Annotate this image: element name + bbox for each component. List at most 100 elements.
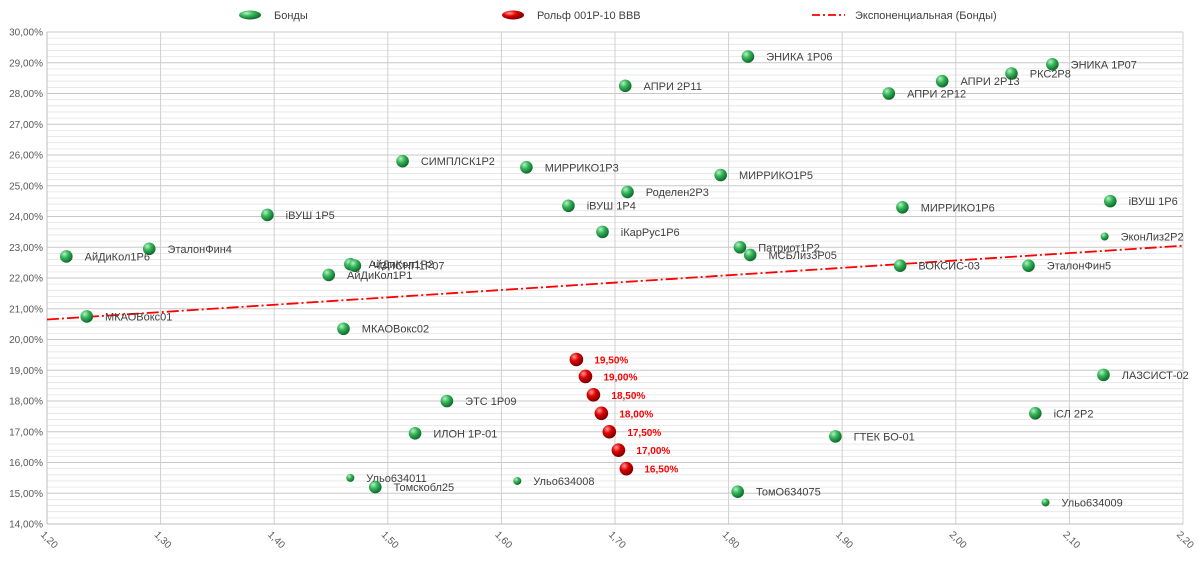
bond-point-label: iВУШ 1Р6 bbox=[1129, 196, 1178, 208]
bond-point-label: ЭталонФин5 bbox=[1047, 261, 1111, 273]
y-tick-label: 17,00% bbox=[9, 427, 43, 438]
bond-point bbox=[1022, 259, 1035, 273]
bond-point-label: АПРИ 2Р12 bbox=[907, 89, 966, 101]
rolf-point-label: 17,00% bbox=[636, 446, 670, 457]
y-tick-label: 20,00% bbox=[9, 335, 43, 346]
bond-point-label: ВОКСИС-03 bbox=[918, 261, 980, 273]
chart-legend: Бонды Рольф 001P-10 BBB Экспоненциальная (… bbox=[239, 10, 997, 22]
bond-point-label: ГТЕК БО-01 bbox=[854, 431, 915, 443]
y-tick-label: 21,00% bbox=[9, 304, 43, 315]
x-tick-label: 1,60 bbox=[492, 529, 514, 551]
rolf-point-label: 19,00% bbox=[603, 372, 637, 383]
bond-point bbox=[731, 485, 744, 499]
bond-point bbox=[893, 259, 907, 273]
x-tick-label: 1,30 bbox=[152, 529, 174, 551]
x-tick-label: 1,80 bbox=[720, 529, 742, 551]
bond-point bbox=[621, 185, 634, 199]
rolf-point bbox=[611, 443, 626, 458]
bond-point bbox=[80, 310, 94, 323]
bond-point bbox=[829, 430, 842, 443]
bond-point bbox=[1046, 57, 1059, 71]
y-tick-label: 28,00% bbox=[9, 89, 43, 100]
bond-point-label: АйДиКол1Р6 bbox=[85, 251, 150, 263]
bond-point bbox=[1097, 368, 1110, 382]
bond-point bbox=[741, 50, 755, 63]
trendline-exponential bbox=[46, 244, 1184, 321]
y-tick-label: 15,00% bbox=[9, 489, 43, 500]
y-tick-label: 25,00% bbox=[9, 181, 43, 192]
y-tick-label: 22,00% bbox=[9, 274, 43, 285]
bond-point-label: ЭконЛиз2Р2 bbox=[1121, 231, 1184, 243]
data-points bbox=[60, 50, 1117, 507]
bond-point-label: МСБЛиз3Р05 bbox=[768, 250, 836, 262]
bond-point-label: ТомО634075 bbox=[756, 487, 821, 499]
bond-point bbox=[348, 259, 362, 273]
legend-label: Экспоненциальная (Бонды) bbox=[855, 10, 997, 22]
y-tick-label: 30,00% bbox=[9, 28, 43, 39]
bond-point bbox=[896, 200, 909, 214]
y-tick-label: 24,00% bbox=[9, 212, 43, 223]
rolf-point bbox=[619, 461, 634, 476]
rolf-point bbox=[594, 406, 609, 421]
bond-point-label: ЭНИКА 1Р07 bbox=[1071, 59, 1137, 71]
y-tick-label: 23,00% bbox=[9, 243, 43, 254]
bond-point bbox=[743, 248, 757, 262]
y-tick-label: 16,00% bbox=[9, 458, 43, 469]
data-labels: АйДиКол1Р6 ЭталонФин4 МКАОВокс01 iВУШ 1Р5 Ай… bbox=[85, 52, 1189, 510]
y-tick-label: 26,00% bbox=[9, 151, 43, 162]
rolf-point bbox=[602, 424, 617, 439]
bond-point bbox=[346, 473, 355, 482]
bond-point-label: АйДиКол1Р2 bbox=[369, 259, 434, 271]
bond-point bbox=[733, 240, 747, 254]
y-tick-label: 18,00% bbox=[9, 397, 43, 408]
bond-point-label: ЭталонФин4 bbox=[168, 244, 232, 256]
y-tick-label: 14,00% bbox=[9, 520, 43, 531]
bond-point bbox=[337, 322, 350, 336]
bond-point bbox=[396, 154, 409, 168]
bond-point-label: iСЛ 2Р2 bbox=[1054, 408, 1094, 420]
rolf-point bbox=[586, 388, 601, 402]
bond-point bbox=[714, 168, 727, 182]
bond-point bbox=[1041, 498, 1050, 507]
bond-point-label: Роделен2Р3 bbox=[646, 187, 709, 199]
rolf-point bbox=[578, 369, 593, 384]
bond-point-label: АПРИ 2Р11 bbox=[644, 81, 702, 93]
bond-point bbox=[1103, 194, 1117, 208]
legend-label: Рольф 001P-10 BBB bbox=[537, 10, 641, 22]
bond-point bbox=[882, 87, 896, 100]
rolf-point-label: 17,50% bbox=[627, 428, 661, 439]
bond-point-label: МКАОВокс02 bbox=[362, 324, 429, 336]
legend-marker-rolf bbox=[502, 10, 524, 20]
bond-point bbox=[60, 250, 73, 263]
y-tick-label: 29,00% bbox=[9, 58, 43, 69]
bond-point-label: iВУШ 1Р4 bbox=[587, 201, 636, 213]
bond-point-label: АйДиКол1Р1 bbox=[347, 270, 412, 282]
bond-point bbox=[520, 161, 533, 174]
bond-point bbox=[618, 79, 632, 93]
bond-point bbox=[369, 480, 382, 494]
trendline bbox=[46, 244, 1184, 321]
legend-marker-bonds bbox=[239, 10, 261, 20]
rolf-point-label: 16,50% bbox=[644, 465, 678, 476]
rolf-point-label: 19,50% bbox=[594, 355, 628, 366]
x-tick-label: 1,50 bbox=[379, 529, 401, 551]
x-tick-label: 2,20 bbox=[1174, 529, 1196, 551]
bond-point-label: ЛАЗСИСТ-02 bbox=[1122, 370, 1189, 382]
bond-point-label: iВУШ 1Р5 bbox=[286, 210, 335, 222]
bond-point-label: Ульо634009 bbox=[1062, 497, 1123, 509]
bond-point bbox=[935, 74, 949, 88]
bond-point-label: РКС2Р8 bbox=[1030, 69, 1071, 81]
bond-point bbox=[440, 394, 454, 408]
bond-point-label: МИРРИКО1Р5 bbox=[739, 170, 813, 182]
bond-point-label: Ульо634008 bbox=[533, 476, 594, 488]
x-tick-label: 1,20 bbox=[38, 529, 60, 551]
bond-point-label: СИМПЛСК1Р2 bbox=[421, 156, 495, 168]
bond-point-label: Томскобл25 bbox=[394, 482, 455, 494]
bond-point-label: МКАОВокс01 bbox=[105, 311, 172, 323]
legend-label: Бонды bbox=[274, 10, 308, 22]
bond-point-label: iКарРус1Р6 bbox=[621, 227, 680, 239]
x-tick-label: 1,40 bbox=[265, 529, 287, 551]
bond-point bbox=[596, 225, 609, 239]
rolf-point-label: 18,00% bbox=[619, 409, 653, 420]
bond-point-label: ЭНИКА 1Р06 bbox=[766, 52, 832, 64]
